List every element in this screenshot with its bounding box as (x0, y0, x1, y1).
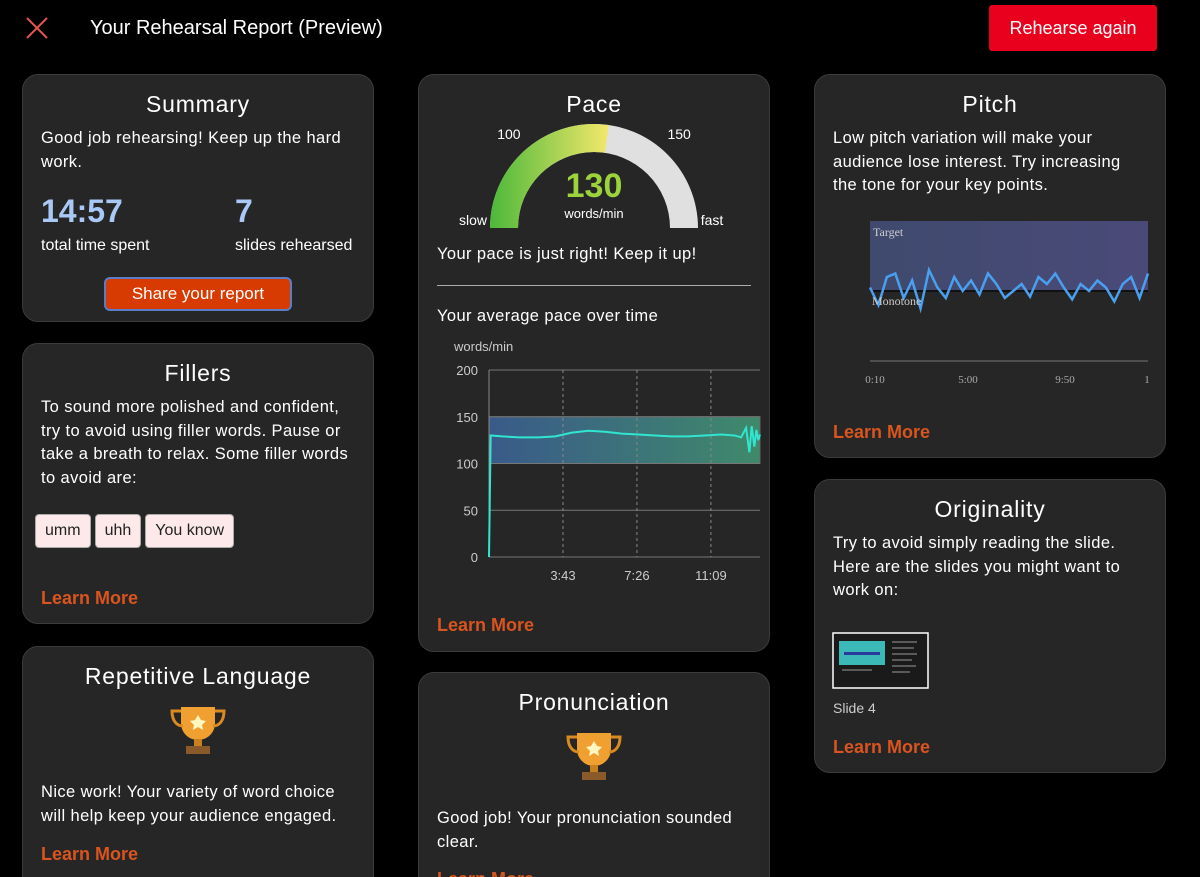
chart-title: Your average pace over time (437, 307, 659, 325)
trophy-icon (566, 733, 622, 780)
pace-message: Your pace is just right! Keep it up! (437, 245, 697, 263)
learn-more[interactable]: Learn More (833, 737, 931, 757)
stat-value: 7 (235, 193, 253, 229)
card-title: Originality (934, 496, 1046, 522)
divider (437, 285, 751, 286)
fillers-card: Fillers To sound more polished and confi… (22, 343, 374, 624)
filler-chip: umm (35, 514, 91, 548)
summary-card: Summary Good job rehearsing! Keep up the… (22, 74, 374, 322)
card-text: Try to avoid simply reading the slide. H… (833, 534, 1121, 599)
card-text: To sound more polished and confident, tr… (41, 398, 349, 487)
card-text: Nice work! Your variety of word choice w… (41, 783, 337, 825)
close-icon[interactable] (26, 17, 48, 39)
pronunciation-card: Pronunciation Good job! Your pronunciati… (418, 672, 770, 877)
card-text: Good job rehearsing! Keep up the hard wo… (41, 129, 342, 171)
filler-list: umm uhh You know (35, 514, 238, 548)
slide-thumbnail[interactable] (832, 632, 929, 689)
card-title: Repetitive Language (84, 663, 312, 689)
pace-card: Pace Your pace is just right! Keep it up… (418, 74, 770, 652)
card-title: Summary (145, 91, 250, 117)
card-title: Pronunciation (518, 689, 670, 715)
filler-chip: uhh (94, 514, 142, 548)
card-title: Fillers (164, 360, 232, 386)
card-text: Low pitch variation will make your audie… (833, 129, 1121, 194)
share-button[interactable]: Share your report (104, 277, 292, 311)
learn-more[interactable]: Learn More (833, 422, 931, 442)
filler-chip: You know (145, 514, 235, 548)
stat-label: slides rehearsed (235, 237, 353, 254)
learn-more[interactable]: Learn More (41, 588, 139, 608)
learn-more[interactable]: Learn More (41, 844, 139, 864)
card-title: Pace (566, 91, 622, 117)
stat-value: 14:57 (41, 193, 123, 229)
card-title: Pitch (962, 91, 1018, 117)
report-title: Your Rehearsal Report (Preview) (90, 17, 383, 39)
pitch-card: Pitch Low pitch variation will make your… (814, 74, 1166, 458)
learn-more[interactable]: Learn More (437, 615, 535, 635)
rehearse-button[interactable]: Rehearse again (989, 5, 1157, 51)
learn-more[interactable]: Learn More (437, 869, 534, 877)
repetitive-card: Repetitive Language Nice work! Your vari… (22, 646, 374, 877)
originality-card: Originality Try to avoid simply reading … (814, 479, 1166, 773)
trophy-icon (170, 707, 226, 754)
card-text: Good job! Your pronunciation sounded cle… (437, 809, 733, 851)
slide-label: Slide 4 (833, 700, 876, 716)
stat-label: total time spent (41, 237, 150, 254)
